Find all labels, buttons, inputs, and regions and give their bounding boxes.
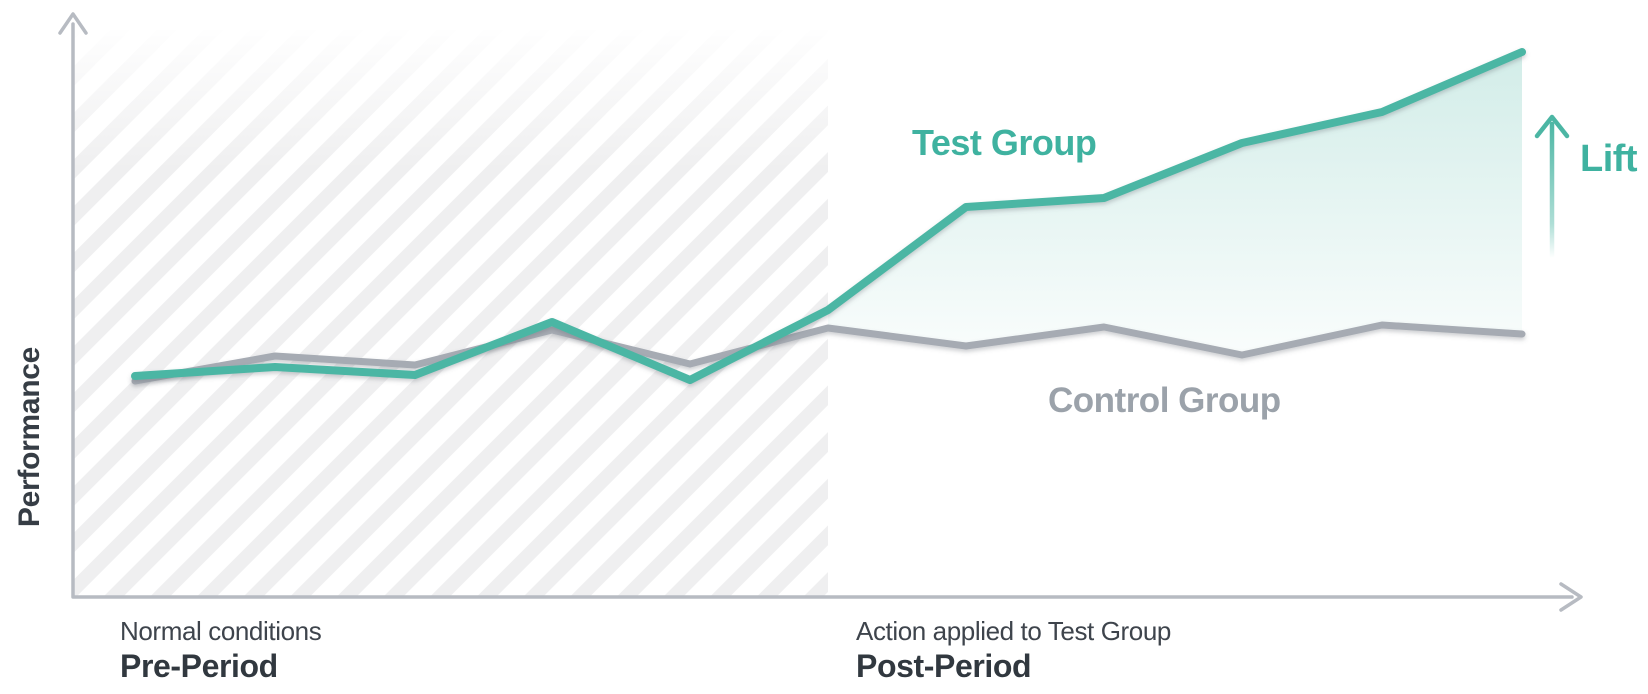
test-group-label: Test Group [912,122,1097,163]
post-period-caption: Action applied to Test Group [856,616,1171,646]
x-axis-arrowhead-icon [1559,582,1583,612]
pre-period-title: Pre-Period [120,648,278,684]
x-section-post-period: Action applied to Test Group Post-Period [856,616,1171,684]
axis-lines [71,22,1574,599]
lift-area [828,52,1522,355]
pre-period-caption: Normal conditions [120,616,322,646]
lift-label: Lift [1580,138,1638,180]
x-section-pre-period: Normal conditions Pre-Period [120,616,322,684]
control-group-line [131,321,1526,385]
y-axis-label: Performance [13,346,46,528]
y-axis-arrowhead-icon [58,12,88,35]
post-period-title: Post-Period [856,648,1032,684]
axes [58,12,1583,612]
lift-arrow-icon [1534,114,1570,259]
test-group-line [131,48,1526,384]
control-group-label: Control Group [1048,381,1281,420]
pre-period-hatch-region [73,30,828,597]
